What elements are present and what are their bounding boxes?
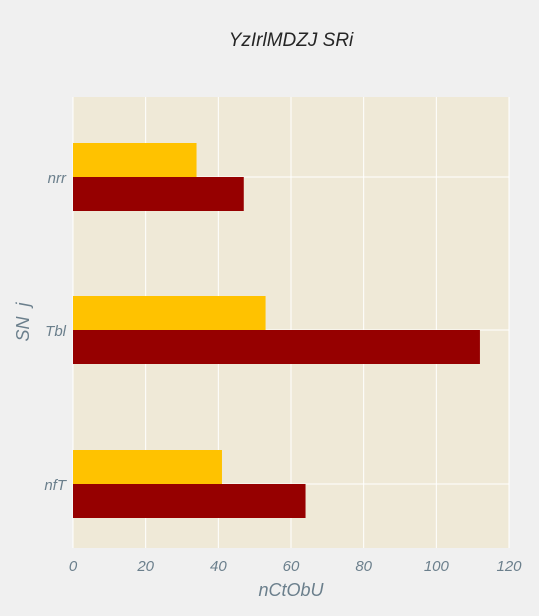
bar-nfT-series-2 bbox=[73, 484, 306, 518]
x-tick-labels: 0 20 40 60 80 100 120 bbox=[69, 558, 522, 575]
y-tick-label: Tbl bbox=[45, 323, 67, 340]
bars bbox=[73, 143, 480, 518]
x-tick-label: 60 bbox=[283, 558, 300, 575]
x-tick-label: 100 bbox=[424, 558, 450, 575]
x-tick-label: 0 bbox=[69, 558, 78, 575]
y-tick-labels: nrr Tbl nfT bbox=[44, 170, 68, 494]
y-tick-label: nrr bbox=[48, 170, 67, 187]
x-tick-label: 120 bbox=[496, 558, 522, 575]
bar-nrr-series-1 bbox=[73, 143, 197, 177]
x-tick-label: 80 bbox=[355, 558, 372, 575]
bar-Tbl-series-2 bbox=[73, 330, 480, 364]
y-axis-label: SN j bbox=[13, 302, 33, 342]
x-tick-label: 40 bbox=[210, 558, 227, 575]
bar-Tbl-series-1 bbox=[73, 296, 266, 330]
x-tick-label: 20 bbox=[136, 558, 154, 575]
x-axis-label: nCtObU bbox=[258, 580, 324, 600]
y-tick-label: nfT bbox=[44, 477, 68, 494]
chart-title: YzIrlMDZJ SRi bbox=[229, 30, 354, 51]
bar-nrr-series-2 bbox=[73, 177, 244, 211]
bar-nfT-series-1 bbox=[73, 450, 222, 484]
